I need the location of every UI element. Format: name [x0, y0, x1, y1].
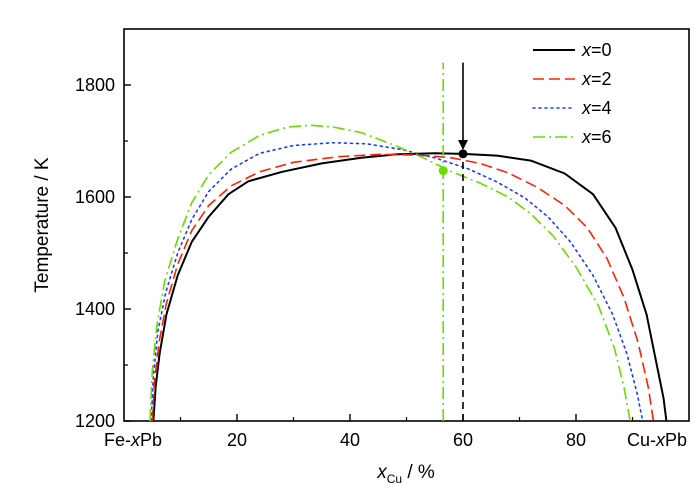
- x-end-label-left-var: x: [130, 430, 141, 450]
- x-end-label-left-b: Pb: [140, 430, 162, 450]
- marker-point-1: [438, 166, 448, 176]
- legend: x=0x=2x=4x=6: [532, 40, 612, 147]
- x-end-label-right-var: x: [655, 430, 666, 450]
- y-tick-label-1800: 1800: [75, 75, 115, 95]
- legend-label-1: x=2: [581, 69, 612, 89]
- y-axis-title: Temperature / K: [32, 157, 53, 292]
- legend-label-rest-2: =4: [591, 98, 612, 118]
- y-tick-label-1600: 1600: [75, 187, 115, 207]
- x-axis-title-unit: / %: [402, 462, 435, 483]
- annotation-layer: [438, 62, 468, 421]
- x-tick-label-80: 80: [566, 430, 586, 450]
- legend-label-var-3: x: [581, 127, 592, 147]
- series-line-1: [151, 153, 655, 422]
- x-end-label-left-a: Fe-: [104, 430, 131, 450]
- legend-label-3: x=6: [581, 127, 612, 147]
- y-tick-label-1400: 1400: [75, 299, 115, 319]
- legend-label-var-1: x: [581, 69, 592, 89]
- y-tick-label-1200: 1200: [75, 411, 115, 431]
- legend-label-2: x=4: [581, 98, 612, 118]
- x-end-label-right: Cu-xPb: [627, 430, 687, 450]
- legend-label-var-2: x: [581, 98, 592, 118]
- x-end-label-right-a: Cu-: [627, 430, 656, 450]
- x-tick-label-20: 20: [227, 430, 247, 450]
- x-axis-title: xCu / %: [376, 462, 435, 486]
- marker-point-0: [458, 149, 468, 159]
- legend-label-var-0: x: [581, 40, 592, 60]
- x-tick-label-40: 40: [340, 430, 360, 450]
- arrow-head-0: [458, 139, 468, 150]
- series-line-2: [150, 141, 644, 422]
- series-layer: [149, 124, 668, 422]
- axis-ticks: [124, 84, 634, 422]
- x-axis-title-var: x: [376, 462, 388, 483]
- legend-label-rest-0: =0: [591, 40, 612, 60]
- x-end-label-left: Fe-xPb: [104, 430, 162, 450]
- series-line-3: [149, 124, 631, 422]
- series-line-0: [152, 152, 668, 422]
- legend-label-0: x=0: [581, 40, 612, 60]
- x-end-label-right-b: Pb: [665, 430, 687, 450]
- legend-label-rest-1: =2: [591, 69, 612, 89]
- legend-label-rest-3: =6: [591, 127, 612, 147]
- x-tick-label-60: 60: [453, 430, 473, 450]
- x-axis-title-sub: Cu: [387, 472, 402, 486]
